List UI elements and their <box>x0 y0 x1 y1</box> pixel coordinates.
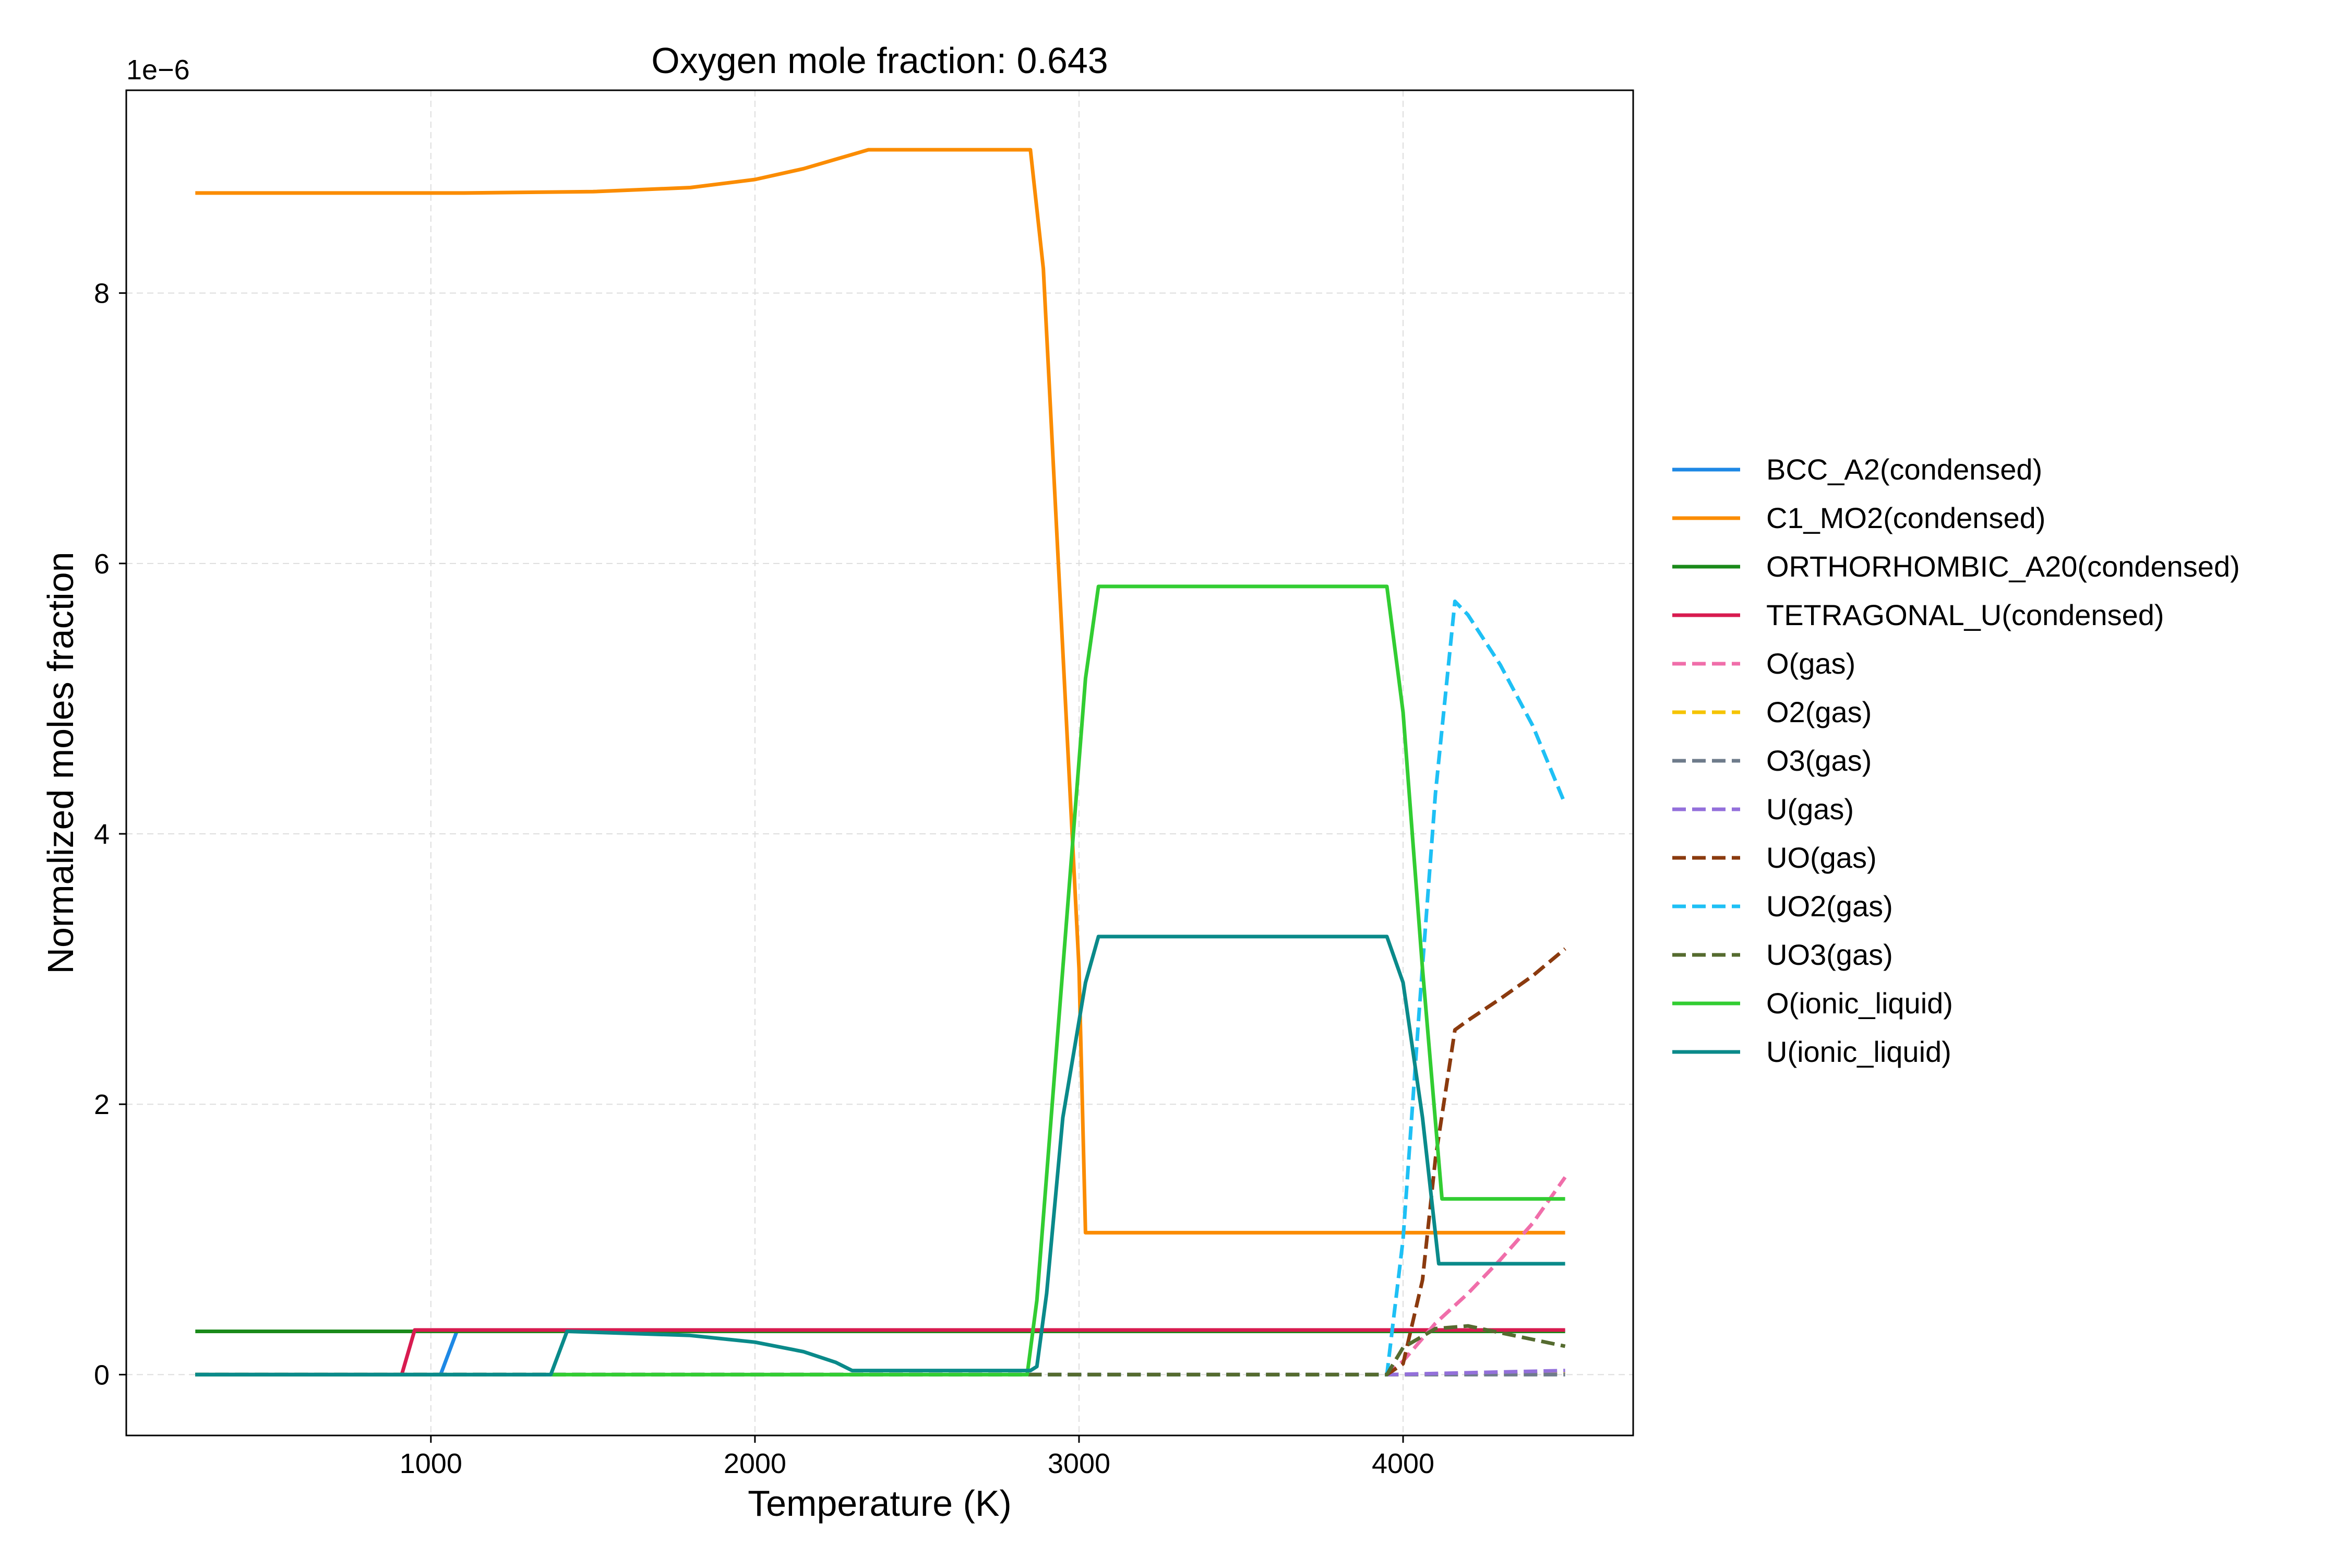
legend-label: O(gas) <box>1766 647 1855 680</box>
y-tick-label: 0 <box>94 1359 110 1391</box>
legend-item: C1_MO2(condensed) <box>1672 501 2045 534</box>
legend-label: UO2(gas) <box>1766 890 1893 923</box>
legend: BCC_A2(condensed) C1_MO2(condensed) ORTHOR… <box>1672 453 2240 1068</box>
legend-label: UO(gas) <box>1766 841 1877 874</box>
y-axis: 0 2 4 6 8 <box>94 278 126 1391</box>
series-line <box>195 1176 1567 1377</box>
y-tick-label: 4 <box>94 819 110 850</box>
plot-frame <box>125 89 1634 1437</box>
legend-item: UO3(gas) <box>1672 938 1893 971</box>
legend-label: U(gas) <box>1766 793 1854 825</box>
y-axis-label: Normalized moles fraction <box>40 552 81 974</box>
x-axis-label: Temperature (K) <box>748 1483 1012 1524</box>
series-line <box>195 1330 1565 1377</box>
legend-label: O2(gas) <box>1766 696 1872 728</box>
y-offset-label: 1e−6 <box>126 54 190 86</box>
legend-item: TETRAGONAL_U(condensed) <box>1672 599 2164 631</box>
legend-label: C1_MO2(condensed) <box>1766 501 2045 534</box>
legend-label: UO3(gas) <box>1766 938 1893 971</box>
legend-item: O3(gas) <box>1672 744 1872 777</box>
legend-item: O(gas) <box>1672 647 1855 680</box>
series-line <box>195 1324 1566 1377</box>
series-line <box>195 584 1565 1377</box>
legend-item: U(gas) <box>1672 793 1854 825</box>
legend-label: ORTHORHOMBIC_A20(condensed) <box>1766 550 2240 583</box>
legend-item: UO(gas) <box>1672 841 1877 874</box>
series-line <box>195 935 1565 1377</box>
x-tick-label: 4000 <box>1372 1448 1434 1479</box>
chart-title: Oxygen mole fraction: 0.643 <box>651 40 1108 81</box>
legend-label: U(ionic_liquid) <box>1766 1035 1951 1068</box>
legend-item: ORTHORHOMBIC_A20(condensed) <box>1672 550 2240 583</box>
y-tick-label: 2 <box>94 1089 110 1120</box>
series-lines <box>195 148 1567 1377</box>
series-line <box>195 599 1567 1377</box>
x-axis: 1000 2000 3000 4000 <box>400 1435 1434 1479</box>
legend-item: O2(gas) <box>1672 696 1872 728</box>
legend-item: U(ionic_liquid) <box>1672 1035 1951 1068</box>
legend-label: O3(gas) <box>1766 744 1872 777</box>
legend-item: O(ionic_liquid) <box>1672 987 1953 1020</box>
legend-item: BCC_A2(condensed) <box>1672 453 2042 486</box>
legend-label: O(ionic_liquid) <box>1766 987 1953 1020</box>
series-line <box>195 1328 1565 1377</box>
legend-label: TETRAGONAL_U(condensed) <box>1766 599 2164 631</box>
series-line <box>195 148 1565 1235</box>
y-tick-label: 8 <box>94 278 110 309</box>
legend-item: UO2(gas) <box>1672 890 1893 923</box>
x-tick-label: 3000 <box>1048 1448 1110 1479</box>
x-tick-label: 1000 <box>400 1448 462 1479</box>
legend-label: BCC_A2(condensed) <box>1766 453 2042 486</box>
series-line <box>195 947 1566 1377</box>
y-tick-label: 6 <box>94 548 110 580</box>
x-tick-label: 2000 <box>724 1448 786 1479</box>
